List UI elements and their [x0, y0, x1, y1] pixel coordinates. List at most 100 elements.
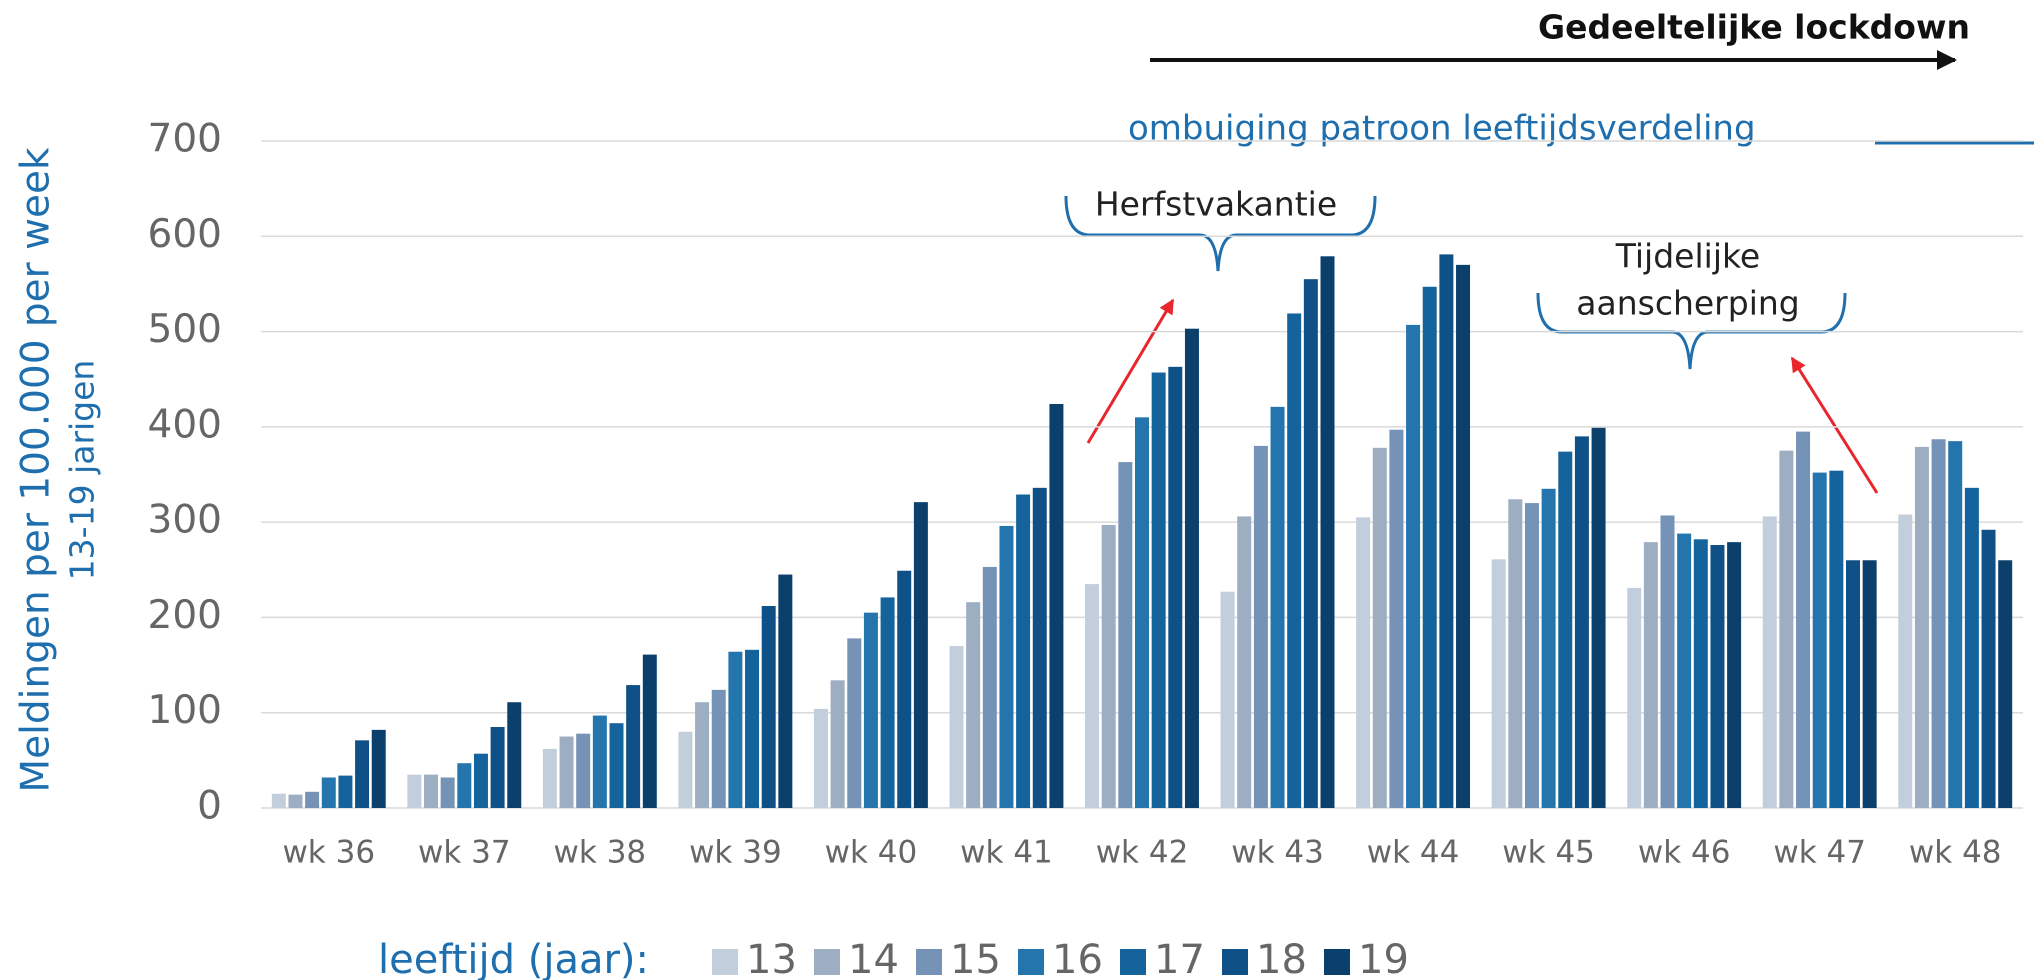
bar [1220, 591, 1235, 808]
bar [457, 763, 472, 808]
bar [642, 654, 657, 808]
bar [813, 708, 828, 808]
x-tick-label: wk 45 [1502, 835, 1595, 871]
bar [830, 680, 845, 808]
legend-label: 19 [1358, 937, 1409, 980]
x-tick-label: wk 44 [1367, 835, 1460, 871]
bar [1389, 429, 1404, 808]
y-axis-title: Meldingen per 100.000 per week [14, 147, 59, 793]
bar [626, 685, 641, 808]
red-arrow [1790, 356, 1879, 494]
bar [1049, 403, 1064, 808]
y-tick-label: 400 [148, 402, 222, 447]
red-arrow [1086, 298, 1175, 444]
bar [1439, 254, 1454, 808]
x-tick-label: wk 41 [960, 835, 1053, 871]
bar [1253, 445, 1268, 808]
bar [338, 775, 353, 808]
bar [490, 727, 505, 808]
legend-swatch [814, 949, 840, 975]
bar [1846, 560, 1860, 808]
y-tick-label: 300 [148, 498, 222, 543]
legend-label: 14 [848, 937, 899, 980]
bar [982, 566, 997, 808]
bar [761, 605, 776, 808]
x-tick-label: wk 39 [689, 835, 782, 871]
x-tick-label: wk 37 [418, 835, 511, 871]
lockdown-label: Gedeeltelijke lockdown [1538, 8, 1970, 47]
bar [728, 651, 743, 808]
bar [1491, 559, 1506, 808]
bar [1422, 286, 1437, 809]
x-tick-label: wk 46 [1638, 835, 1731, 871]
bar [1660, 515, 1675, 808]
bar [355, 740, 370, 808]
bar [999, 525, 1014, 808]
legend-label: 16 [1052, 937, 1103, 980]
bar [1591, 427, 1606, 808]
legend-swatch [1324, 949, 1350, 975]
bar [1016, 494, 1031, 808]
bar [1779, 450, 1794, 808]
bar [576, 733, 591, 808]
bar [897, 570, 912, 808]
bar [1914, 446, 1929, 808]
holiday-bracket [1064, 195, 1377, 272]
bar [1151, 372, 1166, 808]
bar [321, 777, 336, 808]
bar [1524, 503, 1539, 808]
bar [1710, 545, 1725, 808]
bar [440, 777, 455, 808]
bar [1118, 462, 1133, 808]
bar [949, 646, 964, 808]
bar [1796, 431, 1811, 808]
y-tick-label: 500 [148, 307, 222, 352]
legend-swatch [712, 949, 738, 975]
bar [542, 748, 557, 808]
tightening-label: Tijdelijke [1615, 237, 1760, 276]
bar [288, 794, 303, 808]
bar [1237, 516, 1252, 808]
bar [913, 502, 928, 808]
bar [1320, 256, 1335, 808]
holiday-label: Herfstvakantie [1095, 185, 1337, 224]
bar [1574, 436, 1589, 808]
bar [1812, 472, 1827, 808]
bar [1085, 584, 1100, 808]
bar [371, 729, 386, 808]
bar [305, 791, 320, 808]
pattern-label: ombuiging patroon leeftijdsverdeling [1128, 109, 1756, 149]
bar [966, 602, 981, 808]
y-tick-label: 200 [148, 593, 222, 638]
tightening-label: aanscherping [1576, 284, 1799, 323]
bar [1168, 366, 1183, 808]
bar [1184, 328, 1199, 808]
bar [271, 793, 286, 808]
bar [1032, 487, 1047, 808]
bar [778, 574, 793, 808]
bar [1406, 324, 1421, 808]
bar [592, 715, 607, 808]
x-tick-label: wk 40 [825, 835, 918, 871]
bar [559, 736, 574, 808]
bar [1931, 439, 1946, 808]
bar [1627, 587, 1642, 808]
legend-label: 17 [1154, 937, 1205, 980]
bar [1998, 560, 2013, 808]
bar [1101, 525, 1116, 808]
bar [1862, 560, 1877, 808]
bar [1898, 514, 1913, 808]
bar [1677, 533, 1692, 808]
bar [1356, 517, 1371, 808]
x-tick-label: wk 48 [1909, 835, 2002, 871]
bar [1287, 313, 1302, 808]
bar [1981, 529, 1996, 808]
x-tick-label: wk 42 [1096, 835, 1189, 871]
legend-title: leeftijd (jaar): [378, 937, 649, 980]
x-tick-label: wk 43 [1231, 835, 1324, 871]
bar [1135, 417, 1149, 808]
bar [424, 774, 438, 808]
bar [711, 689, 726, 808]
x-tick-label: wk 36 [282, 835, 375, 871]
bar [1508, 499, 1523, 808]
